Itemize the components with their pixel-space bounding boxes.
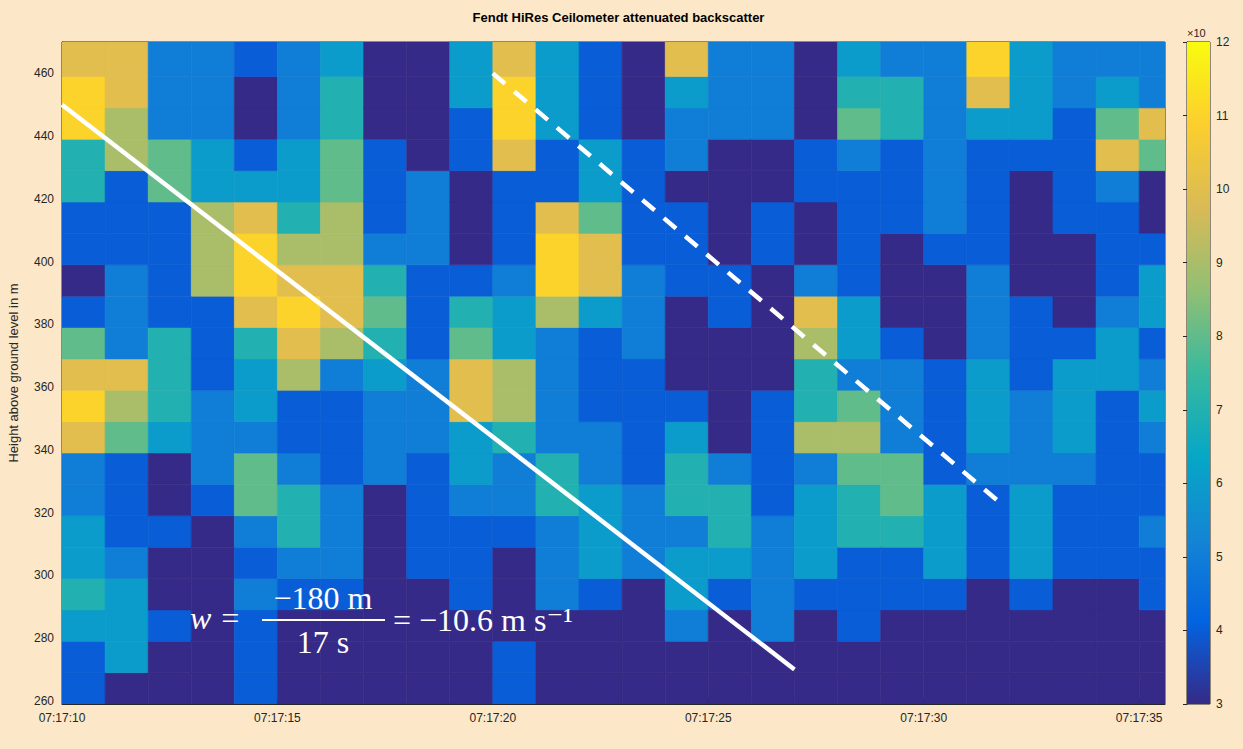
svg-text:460: 460	[34, 66, 54, 80]
svg-text:7: 7	[1216, 403, 1223, 417]
svg-text:10: 10	[1216, 182, 1230, 196]
svg-text:07:17:35: 07:17:35	[1116, 711, 1163, 725]
svg-text:17 s: 17 s	[297, 624, 349, 660]
svg-text:07:17:15: 07:17:15	[254, 711, 301, 725]
svg-text:420: 420	[34, 192, 54, 206]
svg-text:260: 260	[34, 694, 54, 708]
svg-text:3: 3	[1216, 697, 1223, 711]
svg-text:= −10.6 m s⁻¹: = −10.6 m s⁻¹	[393, 602, 573, 638]
svg-text:9: 9	[1216, 256, 1223, 270]
svg-text:360: 360	[34, 380, 54, 394]
svg-text:280: 280	[34, 631, 54, 645]
svg-text:07:17:25: 07:17:25	[685, 711, 732, 725]
svg-text:6: 6	[1216, 476, 1223, 490]
svg-text:440: 440	[34, 129, 54, 143]
svg-text:07:17:10: 07:17:10	[39, 711, 86, 725]
svg-text:11: 11	[1216, 109, 1229, 123]
svg-text:4: 4	[1216, 623, 1223, 637]
svg-text:5: 5	[1216, 550, 1223, 564]
svg-text:320: 320	[34, 506, 54, 520]
svg-text:w =: w =	[190, 600, 241, 636]
svg-text:07:17:30: 07:17:30	[900, 711, 947, 725]
svg-text:12: 12	[1216, 35, 1230, 49]
svg-text:−180 m: −180 m	[274, 580, 373, 616]
svg-text:8: 8	[1216, 329, 1223, 343]
svg-text:380: 380	[34, 317, 54, 331]
svg-text:340: 340	[34, 443, 54, 457]
svg-text:×10: ×10	[1187, 27, 1206, 39]
svg-text:Height above ground level in m: Height above ground level in m	[6, 283, 21, 462]
svg-text:Fendt HiRes Ceilometer attenua: Fendt HiRes Ceilometer attenuated backsc…	[473, 10, 765, 25]
svg-text:300: 300	[34, 568, 54, 582]
svg-text:400: 400	[34, 255, 54, 269]
svg-text:07:17:20: 07:17:20	[470, 711, 517, 725]
